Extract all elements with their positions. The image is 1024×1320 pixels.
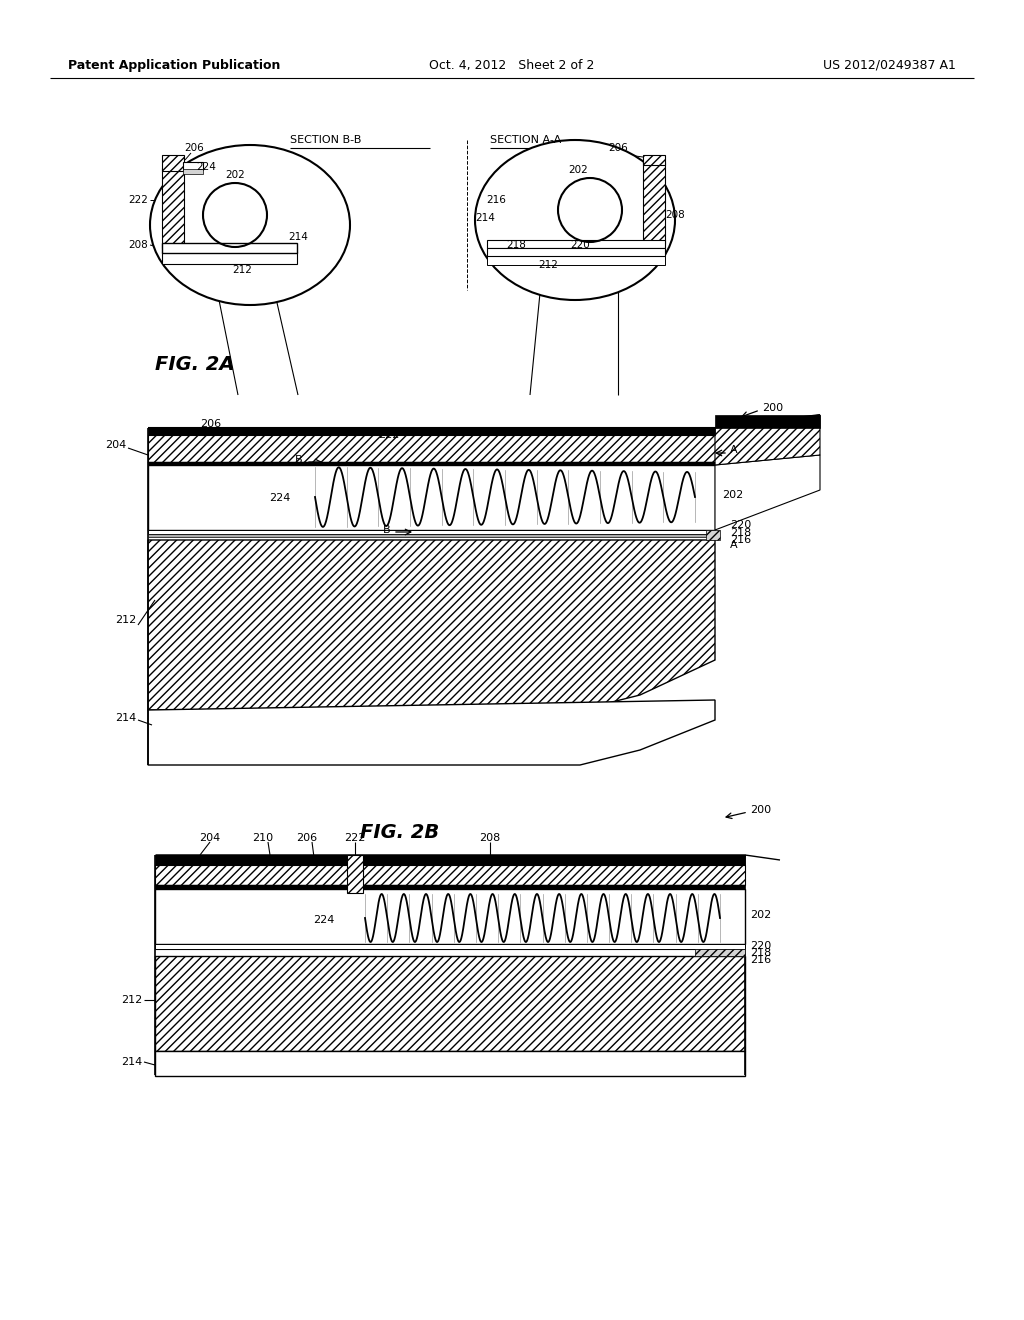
Text: Oct. 4, 2012   Sheet 2 of 2: Oct. 4, 2012 Sheet 2 of 2 [429,58,595,71]
Polygon shape [148,465,715,531]
Text: 220: 220 [750,941,771,950]
Text: FIG. 2A: FIG. 2A [155,355,234,375]
Text: SECTION B-B: SECTION B-B [290,135,361,145]
Text: 212: 212 [232,265,252,275]
Text: 218: 218 [730,528,752,539]
Text: 208: 208 [665,210,685,220]
Polygon shape [148,700,715,766]
Text: 202: 202 [722,490,743,500]
Bar [487,248,665,256]
Text: 206: 206 [608,143,628,153]
Polygon shape [715,414,820,465]
Text: 218: 218 [750,948,771,958]
Bar [347,855,362,894]
Polygon shape [715,414,820,428]
Text: US 2012/0249387 A1: US 2012/0249387 A1 [823,58,956,71]
Bar [162,243,297,253]
Text: 208: 208 [128,240,148,249]
Text: A: A [730,445,737,455]
Polygon shape [148,540,715,710]
Text: 208: 208 [479,833,501,843]
Text: 214: 214 [121,1057,142,1067]
Text: 220: 220 [570,240,590,249]
Text: 224: 224 [313,915,335,925]
Text: A: A [730,540,737,550]
Bar [695,949,745,956]
Bar [155,884,745,888]
Text: 206: 206 [296,833,317,843]
Text: SECTION A-A: SECTION A-A [490,135,561,145]
Bar [162,252,297,264]
Text: 212: 212 [538,260,558,271]
Text: 216: 216 [750,954,771,965]
Polygon shape [148,428,715,436]
Bar [487,255,665,265]
Bar [706,531,720,540]
Polygon shape [148,535,715,537]
Polygon shape [148,436,715,462]
Text: 212: 212 [121,995,142,1005]
Bar [155,956,745,1051]
Bar [643,162,665,244]
Text: 212: 212 [115,615,136,624]
Text: 218: 218 [506,240,526,249]
Bar [183,169,203,174]
Text: 220: 220 [730,520,752,531]
Text: 216: 216 [486,195,506,205]
Text: 214: 214 [288,232,308,242]
Bar [183,162,203,170]
Text: 214: 214 [115,713,136,723]
Polygon shape [715,455,820,531]
Bar [643,154,665,165]
Bar [487,240,665,248]
Text: 208: 208 [488,426,509,437]
Text: B: B [382,525,390,535]
Text: 202: 202 [225,170,245,180]
Text: 204: 204 [104,440,126,450]
Text: 206: 206 [200,418,221,429]
Text: 224: 224 [196,162,216,172]
Text: 200: 200 [750,805,771,814]
Text: 200: 200 [762,403,783,413]
Text: 214: 214 [475,213,495,223]
Polygon shape [148,531,715,535]
Bar [155,1051,745,1076]
Polygon shape [148,462,715,465]
Text: 222: 222 [344,833,366,843]
Text: 222: 222 [128,195,148,205]
Bar [155,888,745,944]
Bar [155,944,745,949]
Text: Patent Application Publication: Patent Application Publication [68,58,281,71]
Text: FIG. 2B: FIG. 2B [360,822,439,842]
Text: 210: 210 [253,833,273,843]
Text: 202: 202 [750,909,771,920]
Text: 202: 202 [568,165,588,176]
Ellipse shape [475,140,675,300]
Text: B: B [295,455,303,465]
Text: 210: 210 [148,426,169,437]
Bar [155,855,745,865]
Bar [162,168,184,248]
Text: 204: 204 [200,833,220,843]
Text: 216: 216 [730,535,752,545]
Text: 206: 206 [184,143,204,153]
Ellipse shape [150,145,350,305]
Text: 222: 222 [378,430,399,440]
Text: 224: 224 [268,492,290,503]
Bar [155,865,745,884]
Bar [162,154,184,172]
